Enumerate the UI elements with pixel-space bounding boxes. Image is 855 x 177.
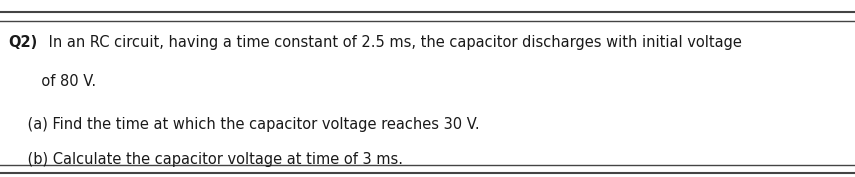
Text: Q2): Q2): [9, 35, 38, 50]
Text: (a) Find the time at which the capacitor voltage reaches 30 V.: (a) Find the time at which the capacitor…: [9, 117, 479, 132]
Text: (b) Calculate the capacitor voltage at time of 3 ms.: (b) Calculate the capacitor voltage at t…: [9, 152, 403, 167]
Text: In an RC circuit, having a time constant of 2.5 ms, the capacitor discharges wit: In an RC circuit, having a time constant…: [44, 35, 742, 50]
Text: of 80 V.: of 80 V.: [9, 74, 96, 89]
